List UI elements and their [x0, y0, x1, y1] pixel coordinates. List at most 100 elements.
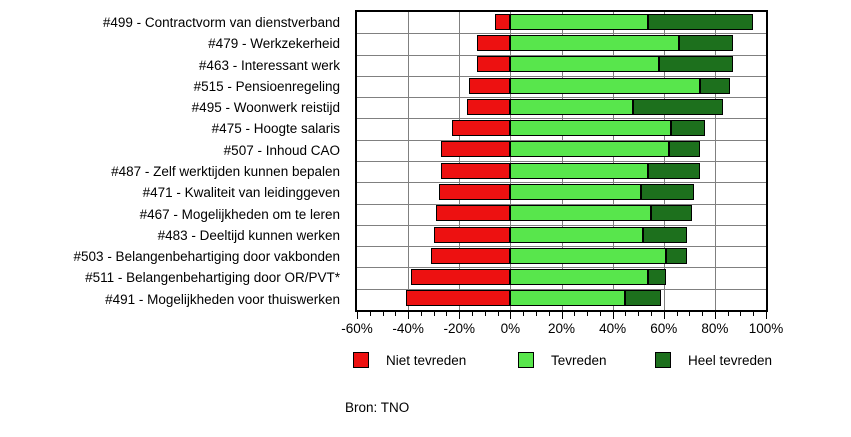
legend-item-tevreden: Tevreden [518, 351, 607, 369]
x-axis-tick-label: 0% [500, 321, 521, 336]
bar-tevreden [510, 226, 644, 243]
bar-tevreden [510, 34, 680, 51]
gridline-horizontal [357, 161, 766, 162]
gridline-horizontal [357, 203, 766, 205]
bar-niet-tevreden [410, 269, 511, 286]
x-axis-minor-tick [497, 312, 499, 316]
bar-tevreden [510, 183, 641, 200]
bar-heel-tevreden [699, 77, 731, 94]
legend-swatch-niet-tevreden-icon [353, 352, 369, 368]
x-axis-minor-tick [382, 312, 384, 316]
category-label: #511 - Belangenbehartiging door OR/PVT* [85, 270, 340, 286]
legend-label: Heel tevreden [688, 352, 773, 368]
x-axis-minor-tick [472, 312, 474, 316]
bar-tevreden [510, 77, 700, 94]
x-axis-minor-tick [740, 312, 742, 316]
gridline-horizontal [357, 288, 766, 290]
legend-swatch-tevreden-icon [518, 352, 534, 368]
category-label: #495 - Woonwerk reistijd [191, 100, 340, 116]
bar-heel-tevreden [643, 226, 687, 243]
bar-niet-tevreden [477, 56, 511, 73]
category-label: #515 - Pensioenregeling [193, 78, 340, 94]
category-label: #471 - Kwaliteit van leidinggeven [142, 185, 340, 201]
bar-heel-tevreden [666, 247, 687, 264]
x-axis-minor-tick [395, 312, 397, 316]
legend-swatch-heel-tevreden-icon [655, 352, 671, 368]
x-axis-minor-tick [574, 312, 576, 316]
bar-heel-tevreden [648, 13, 754, 30]
x-axis-minor-tick [446, 312, 448, 316]
x-axis-minor-tick [535, 312, 537, 316]
bar-tevreden [510, 13, 649, 30]
x-axis-minor-tick [523, 312, 525, 316]
category-axis: #499 - Contractvorm van dienstverband #47… [0, 12, 347, 310]
legend-label: Niet tevreden [386, 352, 467, 368]
bar-tevreden [510, 162, 649, 179]
bar-heel-tevreden [648, 162, 700, 179]
bar-heel-tevreden [633, 98, 723, 115]
category-label: #467 - Mogelijkheden om te leren [139, 206, 340, 222]
x-axis-major-tick [357, 312, 358, 319]
bar-heel-tevreden [679, 34, 733, 51]
gridline-horizontal [357, 118, 766, 120]
bar-heel-tevreden [640, 183, 695, 200]
x-axis-minor-tick [650, 312, 652, 316]
legend-item-niet-tevreden: Niet tevreden [353, 351, 466, 369]
x-axis-tick-label: 60% [650, 321, 678, 336]
bar-tevreden [510, 98, 634, 115]
x-axis-minor-tick [727, 312, 729, 316]
bar-niet-tevreden [451, 120, 511, 137]
category-label: #503 - Belangenbehartiging door vakbonde… [73, 249, 340, 265]
gridline-horizontal [357, 33, 766, 35]
x-axis-labels: -60% -40% -20% 0% 20% 40% 60% 80% 100% [341, 321, 783, 337]
bar-heel-tevreden [671, 120, 705, 137]
gridline-horizontal [357, 75, 766, 77]
bar-tevreden [510, 205, 651, 222]
x-axis-minor-tick [599, 312, 601, 316]
bar-niet-tevreden [441, 162, 511, 179]
category-label: #475 - Hoogte salaris [211, 121, 340, 137]
x-axis-tick-label: -60% [341, 321, 373, 336]
gridline-horizontal [357, 246, 766, 248]
x-axis-major-tick [612, 312, 614, 319]
bar-heel-tevreden [648, 269, 667, 286]
bar-niet-tevreden [431, 247, 511, 264]
x-axis-major-tick [561, 312, 563, 319]
legend-item-heel-tevreden: Heel tevreden [655, 351, 772, 369]
gridline-horizontal [357, 267, 766, 269]
category-label: #487 - Zelf werktijden kunnen bepalen [111, 164, 340, 179]
x-axis-minor-tick [587, 312, 589, 316]
bar-niet-tevreden [477, 34, 511, 51]
x-axis-tick-label: 20% [547, 321, 576, 336]
x-axis-tick-label: 40% [599, 321, 627, 336]
bar-niet-tevreden [466, 98, 511, 115]
x-axis-minor-tick [702, 312, 704, 316]
gridline-horizontal [357, 97, 766, 99]
x-axis-major-tick [510, 312, 512, 319]
bar-heel-tevreden [658, 56, 733, 73]
gridline-horizontal [357, 224, 766, 226]
x-axis-minor-tick [420, 312, 422, 316]
bar-niet-tevreden [436, 205, 511, 222]
source-caption: Bron: TNO [345, 400, 410, 415]
bar-niet-tevreden [495, 13, 511, 30]
bar-heel-tevreden [650, 205, 692, 222]
bar-heel-tevreden [625, 290, 662, 307]
x-axis-minor-tick [625, 312, 627, 316]
category-label: #491 - Mogelijkheden voor thuiswerken [105, 291, 340, 307]
bar-tevreden [510, 56, 659, 73]
bar-niet-tevreden [438, 183, 511, 200]
gridline-horizontal [357, 182, 766, 184]
bar-niet-tevreden [433, 226, 511, 243]
plot-area [355, 10, 768, 312]
x-axis-minor-tick [484, 312, 486, 316]
x-axis-minor-tick [369, 312, 371, 316]
x-axis-minor-tick [638, 312, 640, 316]
x-axis-tick-label: -20% [443, 321, 476, 336]
x-axis-minor-tick [753, 312, 755, 316]
x-axis-major-tick [408, 312, 410, 319]
x-axis-tick-label: -40% [392, 321, 424, 336]
bar-tevreden [510, 120, 672, 137]
x-axis-tick-label: 100% [748, 321, 784, 336]
